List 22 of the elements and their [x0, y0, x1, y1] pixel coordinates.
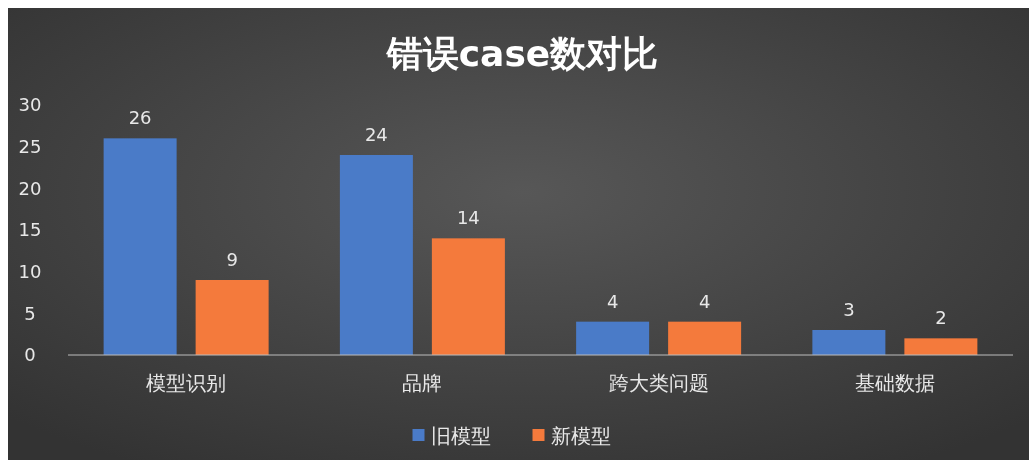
data-label: 3 [843, 299, 855, 320]
legend-label: 新模型 [550, 424, 611, 448]
data-label: 2 [935, 307, 947, 329]
data-label: 4 [606, 290, 619, 312]
x-tick-label: 基础数据 [854, 371, 935, 395]
data-label: 26 [128, 107, 152, 129]
chart-title: 错误case数对比 [384, 33, 659, 74]
y-tick-label: 0 [24, 344, 36, 366]
data-label: 14 [456, 207, 480, 229]
y-tick-label: 30 [18, 94, 42, 116]
y-tick-label: 20 [18, 177, 42, 199]
y-tick-label: 5 [24, 302, 36, 324]
y-tick-label: 10 [18, 260, 42, 282]
y-tick-label: 15 [18, 219, 42, 241]
data-label: 4 [698, 290, 711, 312]
x-tick-label: 跨大类问题 [608, 371, 709, 395]
y-tick-label: 25 [18, 135, 42, 157]
x-tick-label: 品牌 [402, 371, 443, 395]
data-label: 9 [226, 249, 238, 270]
x-tick-label: 模型识别 [146, 371, 227, 395]
legend-label: 旧模型 [430, 424, 491, 448]
data-label: 24 [364, 124, 388, 145]
